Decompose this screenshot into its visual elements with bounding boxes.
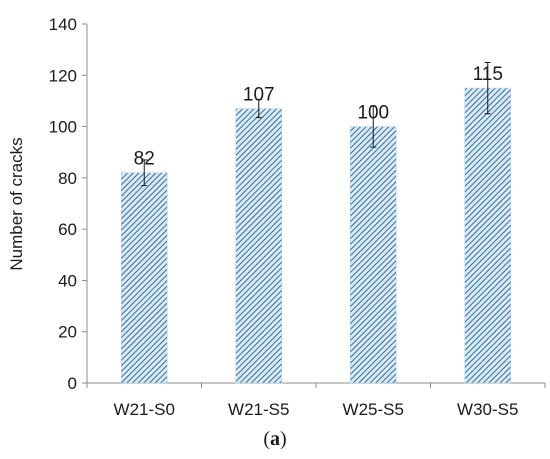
error-bar bbox=[484, 61, 491, 115]
error-bars-group bbox=[141, 61, 491, 187]
data-label: 115 bbox=[473, 64, 503, 85]
bar-w21-s5 bbox=[235, 108, 282, 384]
y-axis-ticks: 0 20 40 60 80 100 120 140 bbox=[49, 15, 87, 393]
bars-group bbox=[121, 87, 511, 384]
y-axis-title: Number of cracks bbox=[7, 137, 26, 270]
x-axis-ticks bbox=[86, 383, 546, 388]
data-label: 107 bbox=[243, 85, 275, 106]
y-tick-label: 40 bbox=[58, 271, 77, 290]
data-label: 82 bbox=[134, 149, 155, 170]
y-tick-label: 80 bbox=[58, 169, 77, 188]
x-category-label: W30-S5 bbox=[457, 400, 518, 419]
data-label: 100 bbox=[357, 103, 389, 124]
error-bar bbox=[370, 105, 377, 148]
panel-label-open: ( bbox=[263, 428, 270, 450]
category-labels-group: W21-S0 W21-S5 W25-S5 W30-S5 bbox=[114, 400, 519, 419]
y-tick-label: 20 bbox=[58, 323, 77, 342]
y-tick-label: 120 bbox=[49, 66, 77, 85]
x-category-label: W21-S5 bbox=[228, 400, 289, 419]
y-tick-label: 140 bbox=[49, 15, 77, 34]
panel-label-letter: a bbox=[270, 428, 280, 450]
panel-label: (a) bbox=[263, 428, 286, 450]
bar-w21-s0 bbox=[121, 172, 168, 384]
bar-w25-s5 bbox=[350, 126, 397, 384]
x-category-label: W25-S5 bbox=[343, 400, 404, 419]
error-bar bbox=[255, 99, 262, 119]
data-labels-group: 82 107 100 115 bbox=[134, 64, 503, 170]
y-tick-label: 60 bbox=[58, 220, 77, 239]
x-category-label: W21-S0 bbox=[114, 400, 175, 419]
error-bar bbox=[141, 159, 148, 187]
panel-label-close: ) bbox=[280, 428, 287, 450]
y-tick-label: 0 bbox=[68, 374, 77, 393]
y-tick-label: 100 bbox=[49, 118, 77, 137]
bar-w30-s5 bbox=[464, 87, 511, 384]
